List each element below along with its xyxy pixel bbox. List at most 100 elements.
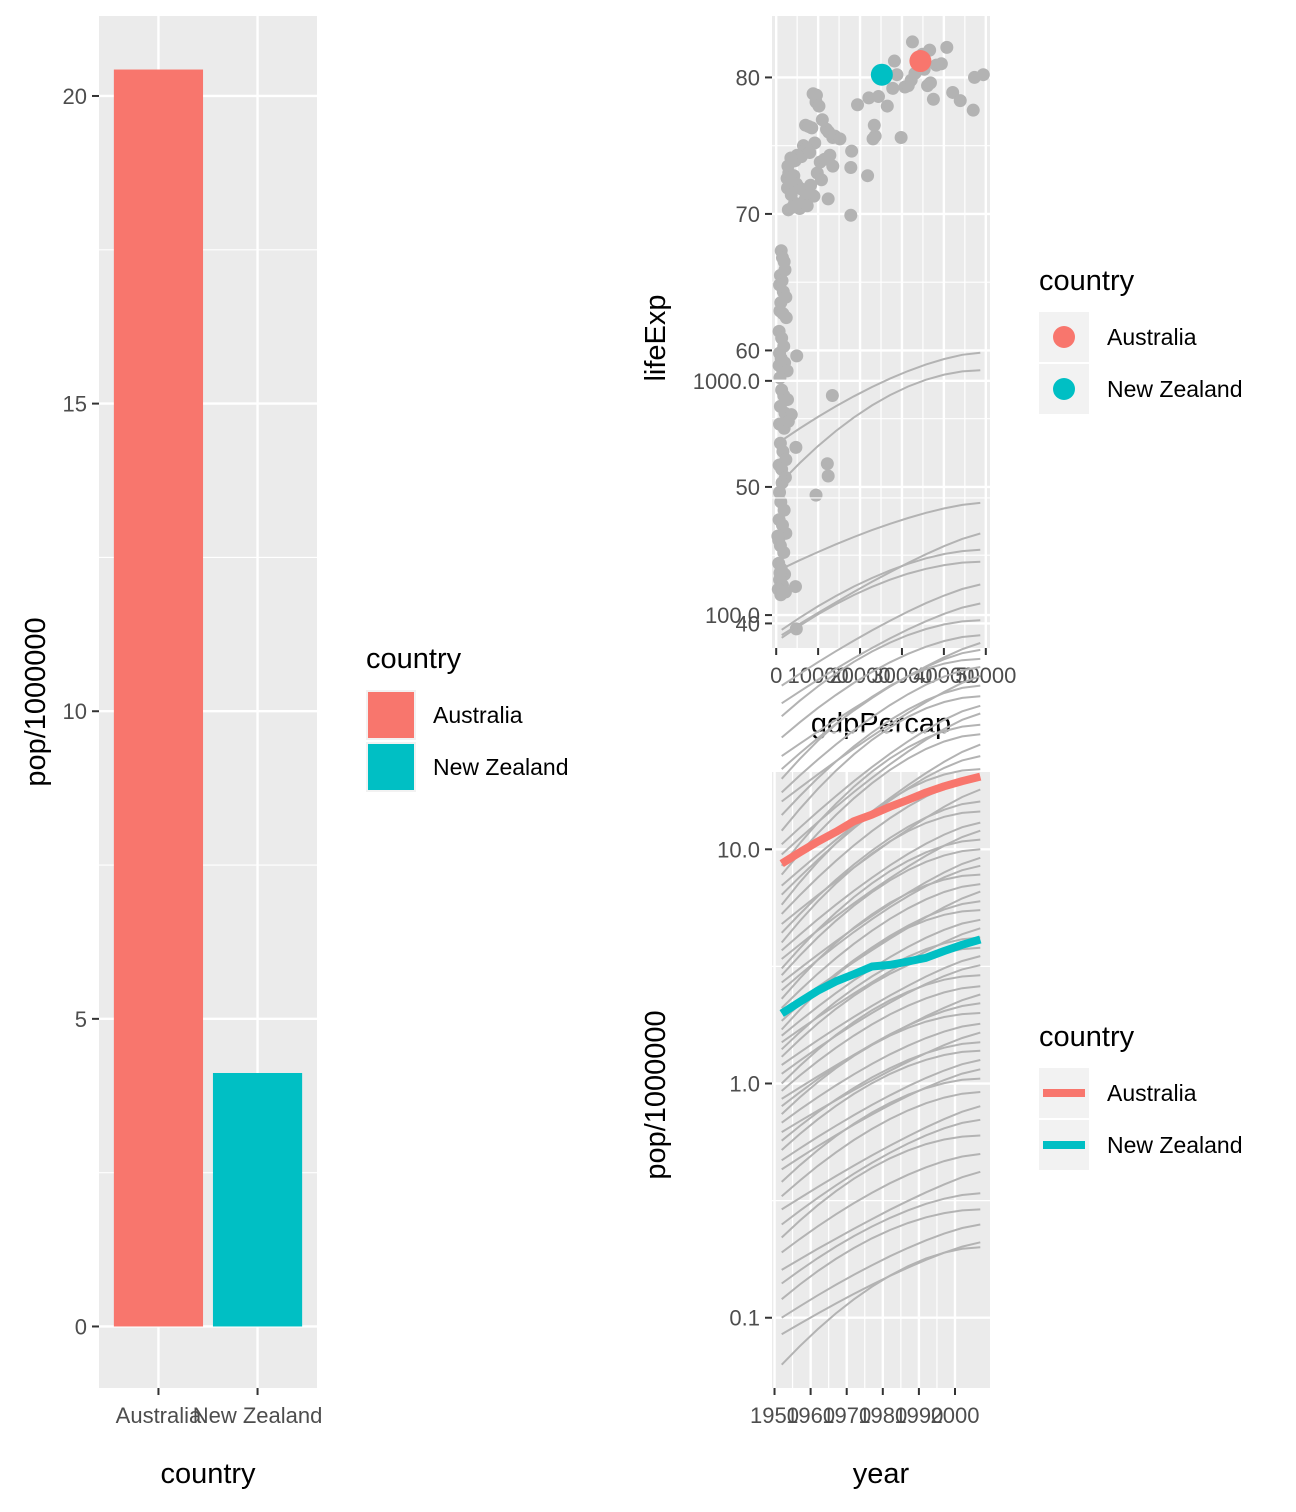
line-background-series (781, 1134, 981, 1239)
line-y-tick-label: 1000.0 (693, 369, 760, 394)
scatter-point (934, 57, 948, 71)
scatter-point (804, 178, 818, 192)
line-background-series (781, 1208, 981, 1300)
bar-y-tick-label: 5 (75, 1007, 87, 1032)
line-background-series (780, 873, 981, 1000)
scatter-y-tick-label: 60 (736, 338, 760, 363)
line-background-series (781, 560, 981, 639)
scatter-point (851, 98, 865, 112)
line-background-series (781, 1012, 981, 1115)
scatter-point (823, 148, 837, 162)
bar-x-axis-title: country (160, 1458, 256, 1490)
scatter-y-tick-label: 40 (736, 611, 760, 636)
scatter-point (806, 87, 820, 101)
scatter-point (821, 192, 835, 206)
scatter-point (773, 485, 787, 499)
line-background-series (781, 1105, 981, 1211)
line-y-tick-label: 0.1 (729, 1306, 760, 1331)
line-background-series (780, 800, 981, 934)
line-y-tick-label: 1.0 (729, 1072, 760, 1097)
line-x-tick-label: 2000 (931, 1403, 980, 1428)
line-background-series (781, 856, 981, 984)
scatter-point (773, 566, 787, 580)
bar-x-tick-label: Australia (116, 1403, 202, 1428)
bar-legend-swatch (368, 692, 414, 738)
scatter-legend: country Australia New Zealand (1039, 265, 1243, 414)
line-x-tick-label: 1980 (858, 1403, 907, 1428)
scatter-point (789, 440, 803, 454)
scatter-point (923, 76, 937, 90)
line-background-series (781, 1153, 981, 1254)
line-background-series (780, 733, 981, 876)
scatter-legend-label: Australia (1107, 324, 1197, 350)
scatter-legend-label: New Zealand (1107, 376, 1243, 402)
bar-y-ticks: 0 5 10 15 20 (63, 84, 99, 1339)
scatter-point-australia (909, 50, 932, 73)
scatter-point (946, 85, 960, 99)
line-background-series (781, 602, 981, 705)
scatter-point (894, 130, 908, 144)
line-background-series (781, 985, 981, 1092)
line-background-series (781, 1049, 981, 1151)
bar-y-tick-label: 10 (63, 699, 87, 724)
scatter-point (779, 311, 793, 325)
bar-y-tick-label: 0 (75, 1314, 87, 1339)
scatter-point (940, 40, 954, 54)
line-background-series (780, 768, 981, 906)
line-background-series (781, 1170, 981, 1271)
scatter-point (812, 99, 826, 113)
scatter-point (778, 585, 792, 599)
line-background-series (781, 666, 981, 794)
line-x-tick-label: 1960 (786, 1403, 835, 1428)
bar-marks (113, 69, 303, 1327)
line-background-series (781, 532, 981, 636)
line-background-series (781, 1031, 981, 1133)
line-background-series (780, 848, 981, 976)
line-background-series (780, 838, 981, 970)
line-background-series (781, 351, 981, 442)
scatter-y-tick-label: 80 (736, 65, 760, 90)
scatter-point (781, 414, 795, 428)
scatter-point (953, 94, 967, 108)
scatter-point (773, 371, 787, 385)
line-background-series (781, 974, 981, 1085)
line-series-new-zealand (779, 935, 982, 1017)
scatter-x-tick-label: 0 (770, 663, 782, 688)
line-background-series (781, 955, 981, 1066)
scatter-x-axis-title: gdpPercap (811, 708, 951, 740)
scatter-point (867, 118, 881, 132)
line-legend-label: Australia (1107, 1080, 1197, 1106)
line-chart-panel: 0.1 1.0 10.0 100.0 1000.0 195019601970198019… (640, 351, 1243, 1490)
scatter-point (820, 457, 834, 471)
scatter-legend-dot (1053, 326, 1075, 348)
scatter-point (809, 488, 823, 502)
scatter-legend-dot (1053, 378, 1075, 400)
line-legend-label: New Zealand (1107, 1132, 1243, 1158)
line-background-series (781, 1223, 981, 1319)
scatter-y-tick-label: 50 (736, 475, 760, 500)
line-background-series (781, 704, 981, 846)
scatter-point (861, 169, 875, 183)
scatter-y-axis-title: lifeExp (640, 294, 672, 381)
scatter-point (790, 349, 804, 363)
line-y-axis-title: pop/1000000 (640, 1010, 672, 1179)
line-background-series (781, 964, 981, 1075)
scatter-point (871, 90, 885, 104)
bar-legend: country Australia New Zealand (366, 643, 569, 792)
line-series-australia (779, 772, 982, 867)
scatter-point (771, 529, 785, 543)
scatter-point (966, 103, 980, 117)
line-y-tick-label: 10.0 (717, 837, 760, 862)
line-background-series (781, 634, 981, 739)
line-background-series (781, 548, 981, 631)
scatter-legend-title: country (1039, 265, 1135, 297)
line-plot-background (772, 772, 990, 1388)
line-background-series (780, 695, 981, 832)
line-background-series (781, 501, 981, 570)
scatter-point (880, 99, 894, 113)
line-background-series (781, 1022, 981, 1124)
scatter-point (821, 469, 835, 483)
bar-y-axis-title: pop/1000000 (20, 617, 52, 786)
line-x-tick-label: 1990 (894, 1403, 943, 1428)
